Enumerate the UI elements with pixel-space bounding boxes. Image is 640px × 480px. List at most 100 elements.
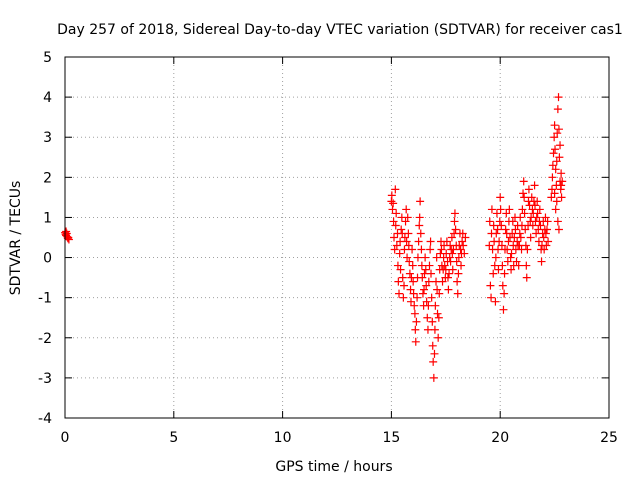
data-point bbox=[552, 157, 561, 166]
data-point bbox=[543, 217, 552, 226]
data-point bbox=[460, 249, 469, 258]
data-point bbox=[533, 197, 542, 206]
data-point bbox=[502, 209, 511, 218]
data-point bbox=[409, 289, 418, 298]
data-point bbox=[437, 245, 446, 254]
data-point bbox=[486, 281, 495, 290]
data-point bbox=[445, 269, 454, 278]
data-point bbox=[395, 289, 404, 298]
x-tick-label: 25 bbox=[600, 430, 618, 446]
data-point bbox=[492, 209, 501, 218]
data-point bbox=[491, 253, 500, 262]
data-point bbox=[426, 245, 435, 254]
data-point bbox=[503, 257, 512, 266]
data-point bbox=[534, 237, 543, 246]
data-point bbox=[429, 357, 438, 366]
data-point bbox=[64, 235, 73, 244]
data-point bbox=[391, 221, 400, 230]
data-point bbox=[457, 261, 466, 270]
data-point bbox=[506, 253, 515, 262]
data-point bbox=[422, 281, 431, 290]
data-point bbox=[547, 185, 556, 194]
data-point bbox=[508, 217, 517, 226]
data-point bbox=[418, 273, 427, 282]
data-point bbox=[535, 205, 544, 214]
data-point bbox=[553, 105, 562, 114]
y-tick-label: 4 bbox=[43, 90, 52, 106]
y-tick-label: 5 bbox=[43, 50, 52, 66]
data-point bbox=[410, 309, 419, 318]
data-point bbox=[497, 221, 506, 230]
data-point bbox=[405, 269, 414, 278]
data-point bbox=[429, 373, 438, 382]
data-point bbox=[496, 193, 505, 202]
data-point bbox=[443, 273, 452, 282]
x-tick-label: 10 bbox=[274, 430, 292, 446]
data-point bbox=[485, 241, 494, 250]
data-point bbox=[533, 209, 542, 218]
data-point bbox=[387, 191, 396, 200]
data-point bbox=[454, 253, 463, 262]
data-point bbox=[461, 233, 470, 242]
data-point bbox=[515, 229, 524, 238]
data-point bbox=[501, 225, 510, 234]
data-point bbox=[421, 253, 430, 262]
data-point bbox=[498, 261, 507, 270]
data-point bbox=[508, 229, 517, 238]
data-point bbox=[507, 265, 516, 274]
data-point bbox=[444, 285, 453, 294]
data-point bbox=[414, 237, 423, 246]
data-point bbox=[526, 233, 535, 242]
data-point bbox=[530, 181, 539, 190]
plot-frame bbox=[64, 56, 610, 419]
data-point bbox=[398, 273, 407, 282]
data-point bbox=[518, 205, 527, 214]
data-point bbox=[416, 197, 425, 206]
data-point bbox=[388, 205, 397, 214]
data-point bbox=[403, 213, 412, 222]
data-point bbox=[438, 277, 447, 286]
data-point bbox=[519, 189, 528, 198]
data-point bbox=[390, 245, 399, 254]
data-point bbox=[492, 229, 501, 238]
data-point bbox=[417, 261, 426, 270]
data-point bbox=[442, 237, 451, 246]
data-point bbox=[548, 161, 557, 170]
data-point bbox=[527, 193, 536, 202]
data-point bbox=[489, 269, 498, 278]
data-point bbox=[406, 285, 415, 294]
data-point bbox=[409, 277, 418, 286]
data-point bbox=[405, 257, 414, 266]
data-point bbox=[458, 229, 467, 238]
data-point bbox=[450, 217, 459, 226]
data-point bbox=[557, 181, 566, 190]
data-point bbox=[389, 199, 398, 208]
data-point bbox=[453, 277, 462, 286]
data-point bbox=[415, 213, 424, 222]
data-point bbox=[498, 281, 507, 290]
data-point bbox=[516, 233, 525, 242]
data-point bbox=[440, 261, 449, 270]
data-point bbox=[448, 249, 457, 258]
data-point bbox=[490, 261, 499, 270]
data-point bbox=[458, 237, 467, 246]
data-point bbox=[519, 177, 528, 186]
data-point bbox=[550, 189, 559, 198]
data-point bbox=[392, 241, 401, 250]
data-point bbox=[557, 193, 566, 202]
data-point bbox=[417, 245, 426, 254]
data-point bbox=[449, 245, 458, 254]
data-point bbox=[522, 273, 531, 282]
data-point bbox=[496, 205, 505, 214]
data-point bbox=[391, 185, 400, 194]
data-point bbox=[493, 225, 502, 234]
data-point bbox=[64, 233, 73, 242]
data-point bbox=[423, 313, 432, 322]
tick-labels: 0 5 10 15 20 25 -4 -3 -2 -1 0 1 2 3 4 5 bbox=[38, 50, 618, 446]
data-point bbox=[452, 257, 461, 266]
data-point bbox=[512, 257, 521, 266]
data-point bbox=[536, 221, 545, 230]
data-point bbox=[495, 237, 504, 246]
data-point bbox=[408, 245, 417, 254]
x-tick-label: 5 bbox=[169, 430, 178, 446]
